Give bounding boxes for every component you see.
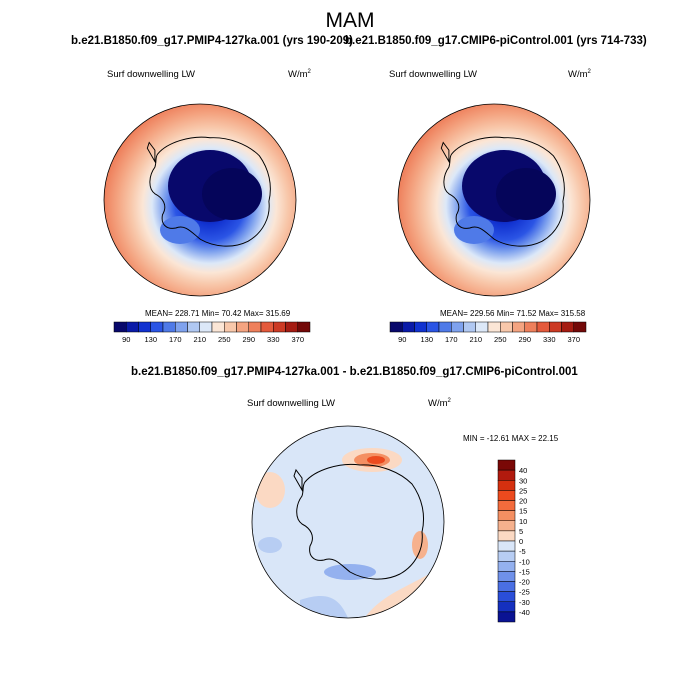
panel-1-colorbar-tick-label: 330 — [267, 335, 280, 344]
diff-colorbar-swatch — [497, 611, 516, 623]
panel-2-colorbar-tick-label: 250 — [494, 335, 507, 344]
diff-colorbar-swatch — [497, 510, 516, 521]
panel-2-colorbar-swatch — [451, 321, 464, 333]
panel-2-colorbar-tick-label: 370 — [567, 335, 580, 344]
panel-2-colorbar-swatch — [463, 321, 476, 333]
panel-1-colorbar-swatch — [150, 321, 164, 333]
diff-colorbar-swatch — [497, 561, 516, 572]
diff-colorbar-tick-label: 10 — [519, 517, 527, 526]
panel-2-stats: MEAN= 229.56 Min= 71.52 Max= 315.58 — [440, 309, 586, 318]
panel-2-colorbar-tick-label: 290 — [518, 335, 531, 344]
diff-colorbar-tick-label: 30 — [519, 476, 527, 485]
panel-2-colorbar-swatch — [402, 321, 415, 333]
diff-colorbar-tick-label: -15 — [519, 567, 530, 576]
diff-colorbar-swatch — [497, 459, 516, 471]
diff-map — [251, 425, 445, 619]
panel-2-colorbar-swatch — [438, 321, 452, 333]
diff-stats: MIN = -12.61 MAX = 22.15 — [463, 434, 559, 443]
diff-colorbar-tick-label: 5 — [519, 527, 523, 536]
panel-1-colorbar-tick-label: 130 — [144, 335, 157, 344]
panel-2-colorbar-swatch — [536, 321, 550, 333]
diff-variable: Surf downwelling LW — [247, 398, 336, 409]
panel-2-colorbar-swatch — [500, 321, 513, 333]
panel-1-colorbar-swatch — [211, 321, 225, 333]
panel-2-units: W/m2 — [568, 69, 591, 81]
panel-1-colorbar-swatch — [162, 321, 176, 333]
panel-2-colorbar-swatch — [426, 321, 440, 333]
panel-1-colorbar-swatch — [138, 321, 151, 333]
panel-2-colorbar-tick-label: 330 — [543, 335, 556, 344]
diff-colorbar-swatch — [497, 500, 516, 511]
diff-colorbar-swatch — [497, 530, 516, 542]
diff-colorbar-tick-label: 25 — [519, 486, 527, 495]
diff-colorbar-tick-label: -5 — [519, 547, 526, 556]
panel-1-colorbar-swatch — [260, 321, 274, 333]
panel-2-variable: Surf downwelling LW — [389, 69, 478, 80]
panel-2-colorbar-tick-label: 90 — [398, 335, 406, 344]
panel-1-colorbar-tick-label: 290 — [242, 335, 255, 344]
diff-colorbar-swatch — [497, 540, 516, 552]
diff-colorbar-tick-label: -20 — [519, 578, 530, 587]
panel-1-colorbar-swatch — [199, 321, 213, 333]
diff-colorbar-swatch — [497, 520, 516, 532]
diff-colorbar-tick-label: 40 — [519, 466, 527, 475]
panel-1-colorbar-tick-label: 90 — [122, 335, 130, 344]
panel-1-colorbar-swatch — [297, 321, 311, 333]
panel-1-colorbar-tick-label: 370 — [291, 335, 304, 344]
panel-1-colorbar-swatch — [224, 321, 237, 333]
diff-colorbar-swatch — [497, 591, 516, 602]
panel-2-colorbar-swatch — [475, 321, 489, 333]
diff-colorbar-tick-label: 15 — [519, 507, 527, 516]
panel-2-colorbar-tick-label: 210 — [469, 335, 482, 344]
panel-2-colorbar-swatch — [389, 321, 403, 333]
panel-1-colorbar-tick-label: 170 — [169, 335, 182, 344]
panel-1-colorbar-tick-label: 250 — [218, 335, 231, 344]
panel-1-variable: Surf downwelling LW — [107, 69, 196, 80]
diff-colorbar-swatch — [497, 581, 516, 592]
diff-colorbar-swatch — [497, 550, 516, 562]
panel-1-units: W/m2 — [288, 69, 311, 81]
panel-1-colorbar-swatch — [126, 321, 139, 333]
diff-colorbar-tick-label: 0 — [519, 537, 523, 546]
panel-1-colorbar-swatch — [236, 321, 249, 333]
diff-colorbar-tick-label: -25 — [519, 588, 530, 597]
panel-1-map — [103, 103, 297, 297]
panel-1-colorbar: 90 130 170 210 250 290 330 370 — [113, 321, 311, 344]
panel-1-colorbar-swatch — [285, 321, 298, 333]
panel-2-colorbar-swatch — [573, 321, 587, 333]
diff-title: b.e21.B1850.f09_g17.PMIP4-127ka.001 - b.… — [131, 366, 578, 378]
panel-1-colorbar-swatch — [175, 321, 188, 333]
diff-colorbar-swatch — [497, 571, 516, 582]
diff-colorbar-swatch — [497, 601, 516, 613]
panel-2-colorbar-swatch — [549, 321, 562, 333]
diff-colorbar-swatch — [497, 480, 516, 491]
diff-colorbar-tick-label: -30 — [519, 598, 530, 607]
panel-2-colorbar-swatch — [414, 321, 427, 333]
panel-1-colorbar-swatch — [187, 321, 200, 333]
diff-colorbar-swatch — [497, 490, 516, 501]
diff-colorbar-tick-label: -10 — [519, 557, 530, 566]
diff-colorbar-tick-label: -40 — [519, 608, 530, 617]
panel-2-title: b.e21.B1850.f09_g17.CMIP6-piControl.001 … — [345, 35, 647, 47]
panel-1-colorbar-swatch — [248, 321, 262, 333]
panel-1-colorbar-swatch — [113, 321, 127, 333]
diff-units: W/m2 — [428, 398, 451, 410]
panel-2-colorbar-swatch — [487, 321, 501, 333]
diff-colorbar-tick-label: 20 — [519, 497, 527, 506]
panel-1-stats: MEAN= 228.71 Min= 70.42 Max= 315.69 — [145, 309, 291, 318]
panel-1-colorbar-tick-label: 210 — [193, 335, 206, 344]
panel-2-colorbar-swatch — [561, 321, 574, 333]
diff-colorbar-swatch — [497, 469, 516, 481]
panel-2-map — [397, 103, 591, 297]
panel-2-colorbar-swatch — [512, 321, 525, 333]
panel-1-colorbar-swatch — [273, 321, 286, 333]
panel-2-colorbar-tick-label: 170 — [445, 335, 458, 344]
panel-2-colorbar-swatch — [524, 321, 538, 333]
panel-2-colorbar: 90 130 170 210 250 290 330 370 — [389, 321, 587, 344]
main-title: MAM — [325, 9, 375, 32]
panel-2-colorbar-tick-label: 130 — [420, 335, 433, 344]
panel-1-title: b.e21.B1850.f09_g17.PMIP4-127ka.001 (yrs… — [71, 35, 353, 47]
